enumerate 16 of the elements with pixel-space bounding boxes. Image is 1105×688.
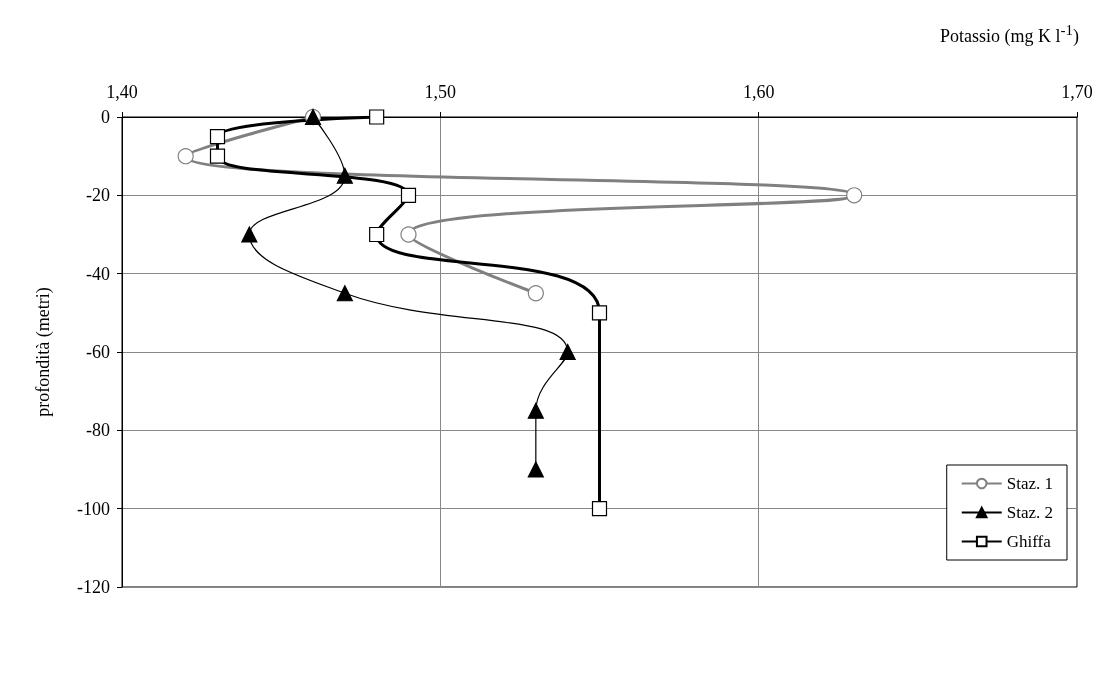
- x-axis-title: Potassio (mg K l$^{-1}$): [939, 22, 1079, 47]
- x-tick-label: 1,40: [106, 82, 138, 102]
- y-tick-label: -100: [77, 498, 110, 519]
- x-tick-label: 1,60: [742, 82, 775, 102]
- y-tick-label: -120: [77, 577, 110, 597]
- y-tick-label: -80: [86, 420, 110, 441]
- y-tick-label: -20: [86, 185, 110, 206]
- x-tick-label: 1,70: [1061, 82, 1093, 102]
- x-tick-label: 1,50: [424, 82, 457, 102]
- legend-label: Staz. 2: [1006, 503, 1054, 522]
- y-tick-label: -60: [86, 342, 110, 362]
- legend-label: Staz. 1: [1006, 474, 1054, 493]
- y-axis-title: profondità (metri): [33, 287, 54, 417]
- y-tick-label: 0: [101, 107, 110, 127]
- y-tick-label: -40: [86, 263, 110, 284]
- legend-label: Ghiffa: [1006, 532, 1052, 551]
